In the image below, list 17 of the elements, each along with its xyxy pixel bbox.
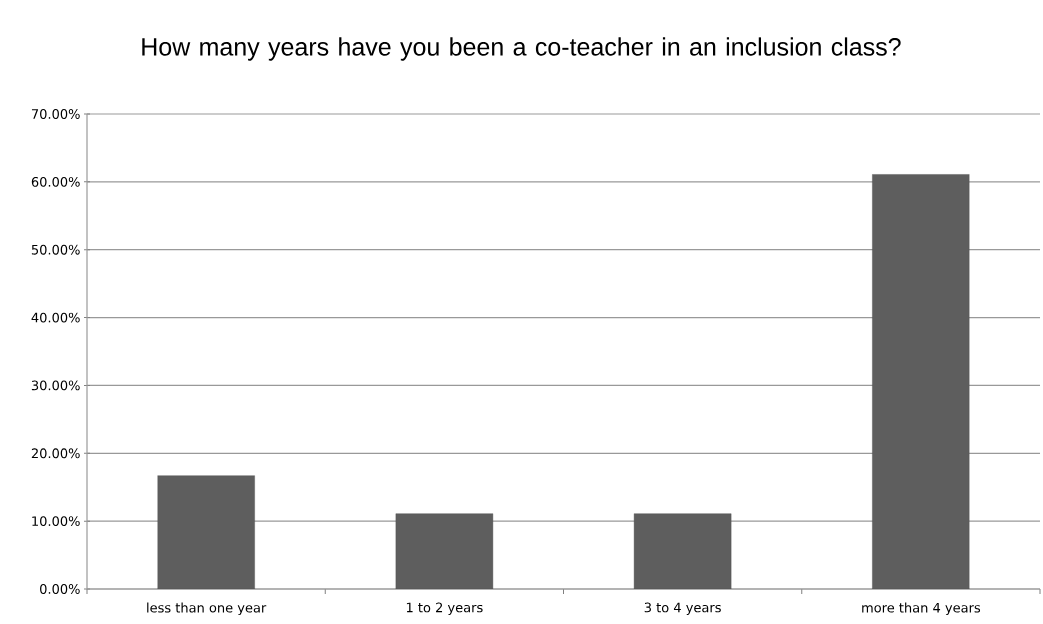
y-tick-label: 20.00%: [31, 448, 80, 459]
bar: [157, 475, 255, 589]
x-tick-label: 1 to 2 years: [406, 602, 483, 615]
y-tick-label: 40.00%: [31, 312, 80, 323]
bar: [633, 513, 732, 589]
bar: [395, 513, 494, 589]
x-tick-label: 3 to 4 years: [644, 602, 721, 615]
y-tick-label: 60.00%: [31, 176, 80, 187]
y-tick-label: 30.00%: [31, 380, 80, 391]
y-tick-label: 70.00%: [31, 109, 80, 119]
y-tick-label: 10.00%: [32, 516, 80, 527]
chart-title: How many years have you been a co-teacher in an inclusion class?: [142, 37, 901, 61]
x-tick-label: less than one year: [147, 602, 267, 616]
bar: [872, 174, 970, 589]
x-tick-label: more than 4 years: [862, 602, 981, 616]
y-tick-label: 0.00%: [40, 584, 80, 594]
y-tick-label: 50.00%: [31, 244, 80, 255]
